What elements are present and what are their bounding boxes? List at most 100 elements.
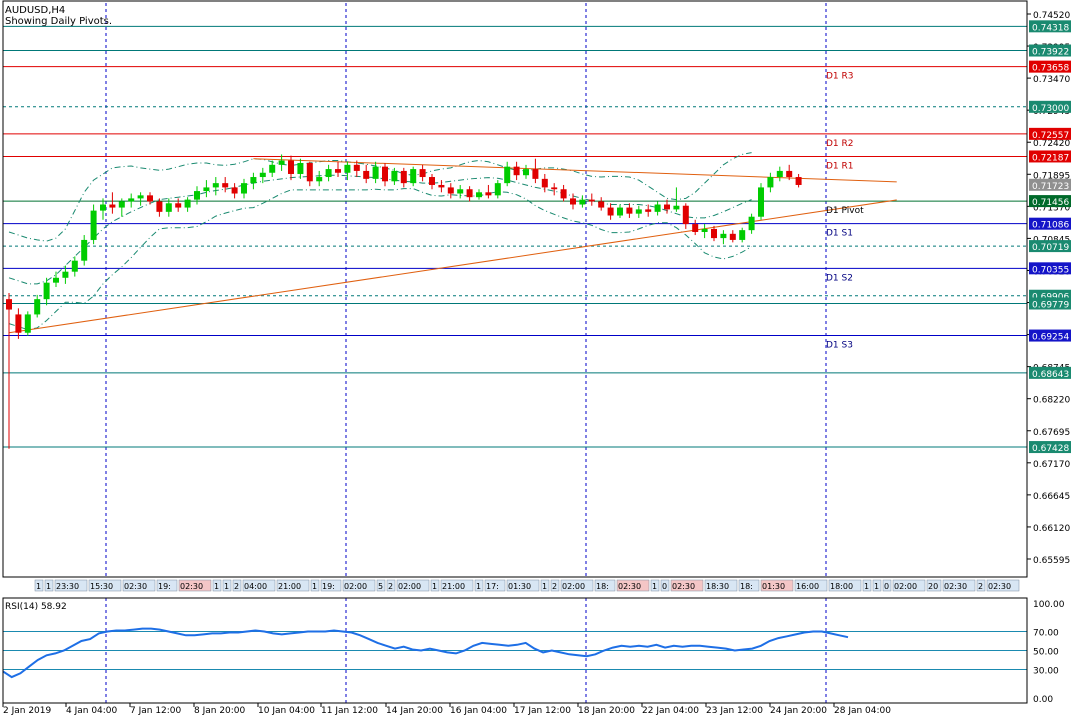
candle-79 [748,213,755,234]
level-tag-2-bg [1029,100,1071,113]
time-box-0 [34,579,44,592]
time-box-16 [386,579,396,592]
candle-64 [607,203,614,220]
time-box-label-6: 02:30 [180,582,203,591]
time-box-17 [396,579,430,592]
candle-32 [306,161,313,187]
time-box-label-17: 02:00 [398,582,421,591]
time-box-41 [942,579,976,592]
time-box-label-43: 02:30 [988,582,1011,591]
candle-61 [579,195,586,208]
time-box-label-9: 2 [234,582,239,591]
time-box-label-16: 2 [388,582,393,591]
pivot-tag-1: 0.72557 [1032,131,1069,141]
time-box-5 [156,579,178,592]
candle-83 [786,164,793,181]
level-tag-1: 0.73922 [1032,48,1069,58]
candle-58 [551,183,558,196]
candle-71 [673,187,680,212]
level-tag-5: 0.69779 [1032,300,1069,310]
price-tick-16: 0.66120 [1033,524,1070,534]
candle-9 [90,204,97,245]
time-box-label-41: 02:30 [944,582,967,591]
time-label-7: 16 Jan 04:00 [450,706,507,716]
rsi-tick-4: 0.00 [1033,695,1053,705]
time-box-32 [738,579,760,592]
time-box-25 [560,579,594,592]
time-box-34 [794,579,828,592]
time-label-9: 18 Jan 20:00 [578,706,635,716]
rsi-line [2,627,849,679]
time-box-label-5: 19: [158,582,171,591]
bands-layer [8,152,752,331]
time-box-1 [44,579,54,592]
levels-layer [3,25,1027,448]
candle-36 [344,161,351,181]
candle-41 [391,167,398,185]
candle-53 [504,161,511,187]
time-box-20 [474,579,484,592]
time-box-10 [242,579,276,592]
time-box-label-38: 0 [884,582,889,591]
time-box-label-42: 2 [978,582,983,591]
current-price-tag: 0.71723 [1032,182,1069,192]
pivot-tag-0: 0.73658 [1032,64,1069,74]
candle-82 [776,166,783,182]
pivot-label-5: D1 S2 [826,273,853,283]
time-box-label-21: 17: [486,582,499,591]
pivot-tag-1-bg [1029,127,1071,140]
candle-35 [335,161,341,178]
indicator-note: Showing Daily Pivots. [5,16,112,27]
time-box-label-20: 1 [476,582,481,591]
time-box-label-40: 20 [928,582,938,591]
time-box-label-29: 0 [662,582,667,591]
price-pane-frame [2,0,1028,578]
rsi-tick-1: 70.00 [1033,629,1059,639]
level-tag-6: 0.68643 [1032,370,1069,380]
time-box-3 [88,579,122,592]
time-label-8: 17 Jan 12:00 [514,706,571,716]
time-box-label-22: 01:30 [508,582,531,591]
pivot-label-0: D1 R3 [826,72,854,82]
time-box-label-33: 01:30 [762,582,785,591]
candle-65 [617,204,623,218]
time-label-11: 23 Jan 12:00 [706,706,763,716]
candle-31 [297,158,304,179]
candle-33 [316,170,323,187]
level-tag-0-bg [1029,20,1071,33]
time-box-11 [276,579,310,592]
time-box-label-28: 1 [652,582,657,591]
candle-43 [410,166,417,187]
time-box-21 [484,579,506,592]
pivot-tag-5: 0.70355 [1032,265,1069,275]
time-box-label-19: 21:00 [442,582,465,591]
level-tag-7-bg [1029,441,1071,454]
time-box-label-26: 18: [596,582,609,591]
candle-42 [400,167,407,188]
candle-30 [288,155,294,181]
time-box-label-3: 15:30 [90,582,113,591]
time-box-13 [320,579,342,592]
candle-11 [109,192,116,214]
level-tag-3-bg [1029,240,1071,253]
time-label-0: 2 Jan 2019 [3,706,51,716]
time-box-39 [892,579,926,592]
candle-4 [43,277,50,306]
candle-68 [645,204,652,217]
time-box-30 [670,579,704,592]
candle-1 [15,308,22,339]
candle-59 [560,184,567,202]
candle-22 [212,177,219,196]
candle-76 [720,230,727,245]
candle-38 [363,164,370,184]
level-tag-5-bg [1029,297,1071,310]
candle-60 [570,193,576,210]
candle-44 [419,164,426,182]
level-tag-3: 0.70719 [1032,243,1069,253]
price-tick-2: 0.73470 [1033,75,1070,85]
pivot-tag-2: 0.72187 [1032,153,1069,163]
pivot-label-3: D1 Pivot [826,206,864,216]
price-tick-0: 0.74520 [1033,11,1070,21]
time-box-24 [550,579,560,592]
